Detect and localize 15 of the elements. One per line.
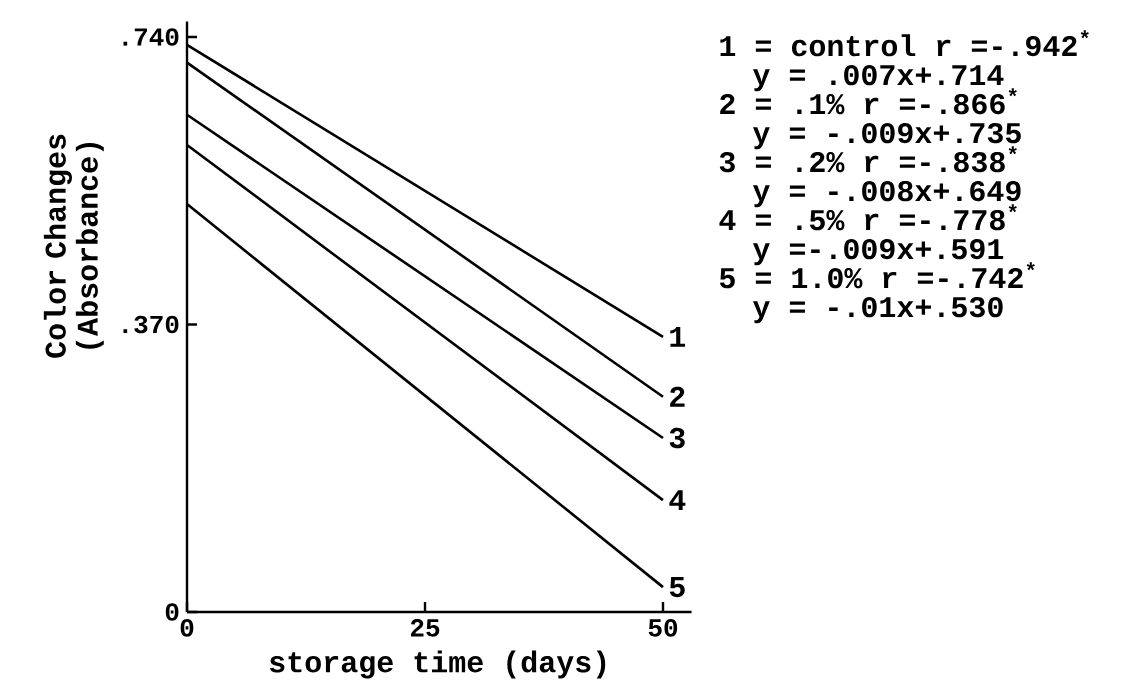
y-tick-label: 0 [165, 603, 179, 621]
series-label: 2 [670, 386, 685, 407]
y-tick-label: .370 [123, 315, 179, 334]
text: y = -.01x+.530 [752, 296, 1003, 324]
series-label: 3 [669, 427, 685, 449]
y-tick-label: .740 [123, 28, 179, 46]
series-label: 5 [669, 577, 685, 598]
x-axis-title: storage time (days) [270, 650, 606, 679]
series-label: 4 [669, 490, 686, 510]
x-tick-label: 50 [648, 619, 678, 637]
x-tick-label: 0 [180, 619, 194, 637]
series-label: 1 [670, 327, 686, 347]
text: 1 = control r =-.942$^{*}$ [720, 30, 1089, 57]
x-tick-label: 25 [410, 619, 440, 637]
y-axis-title: Color Changes (Absorbance) [43, 134, 104, 358]
